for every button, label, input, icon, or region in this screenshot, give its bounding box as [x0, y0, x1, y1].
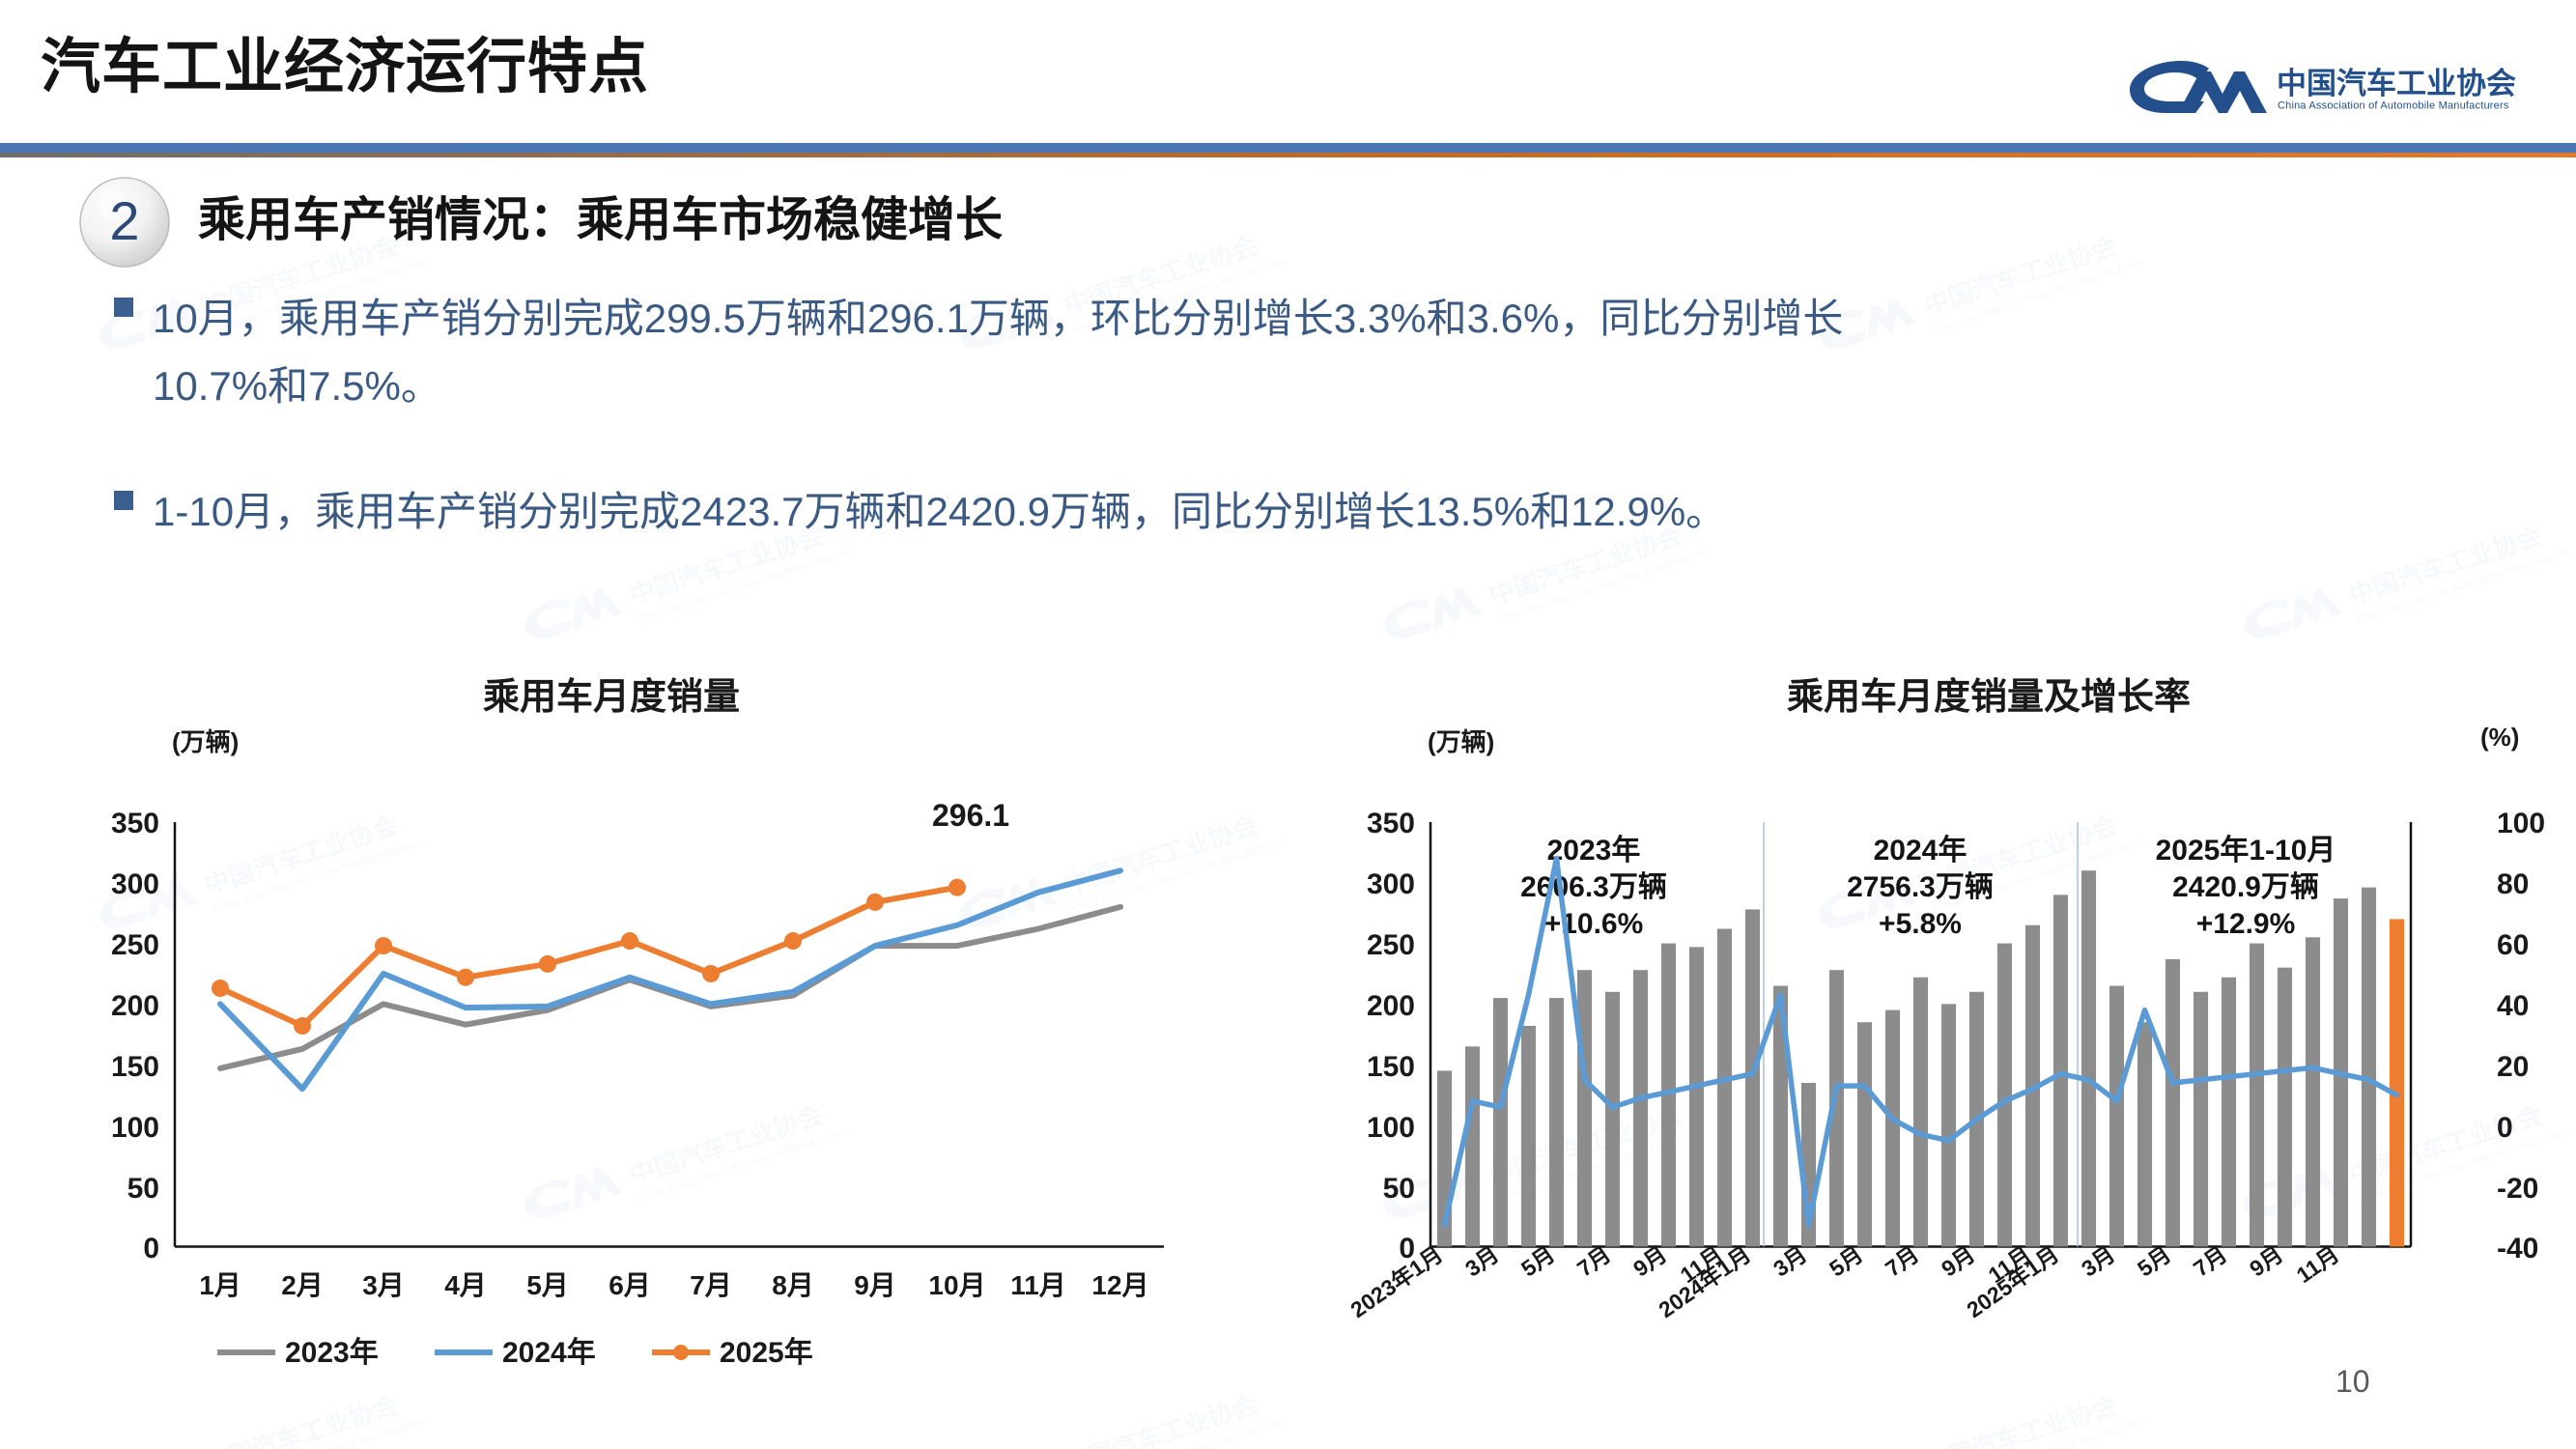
svg-text:40: 40 [2497, 990, 2529, 1022]
svg-text:250: 250 [1367, 929, 1415, 961]
svg-text:2023年: 2023年 [285, 1337, 379, 1369]
svg-text:2025年1-10月: 2025年1-10月 [2156, 835, 2336, 867]
svg-text:8月: 8月 [772, 1270, 814, 1300]
svg-text:+12.9%: +12.9% [2196, 908, 2296, 940]
svg-text:2606.3万辆: 2606.3万辆 [1520, 871, 1667, 903]
svg-text:11月: 11月 [2292, 1241, 2344, 1288]
svg-text:-20: -20 [2497, 1173, 2538, 1205]
svg-text:300: 300 [1367, 868, 1415, 900]
svg-text:中国汽车工业协会: 中国汽车工业协会 [2277, 67, 2516, 100]
svg-text:200: 200 [111, 990, 159, 1022]
svg-text:2023年1月: 2023年1月 [1345, 1241, 1447, 1322]
svg-text:150: 150 [1367, 1051, 1415, 1083]
svg-text:2024年: 2024年 [502, 1337, 596, 1369]
svg-text:2024年: 2024年 [1874, 835, 1967, 867]
svg-text:0: 0 [2497, 1112, 2513, 1144]
svg-text:350: 350 [1367, 808, 1415, 839]
svg-text:300: 300 [111, 868, 159, 900]
svg-text:3月: 3月 [362, 1270, 405, 1300]
svg-text:50: 50 [1383, 1173, 1415, 1205]
svg-text:+10.6%: +10.6% [1544, 908, 1644, 940]
svg-text:5月: 5月 [526, 1270, 569, 1300]
svg-text:2023年: 2023年 [1547, 835, 1641, 867]
svg-text:100: 100 [2497, 808, 2545, 839]
svg-text:7月: 7月 [690, 1270, 732, 1300]
svg-text:2756.3万辆: 2756.3万辆 [1847, 871, 1994, 903]
svg-text:200: 200 [1367, 990, 1415, 1022]
svg-text:20: 20 [2497, 1051, 2529, 1083]
svg-text:2: 2 [109, 190, 139, 251]
svg-text:4月: 4月 [444, 1270, 487, 1300]
svg-text:100: 100 [1367, 1112, 1415, 1144]
svg-text:350: 350 [111, 808, 159, 839]
svg-text:11月: 11月 [1010, 1270, 1066, 1300]
svg-text:80: 80 [2497, 868, 2529, 900]
svg-text:50: 50 [127, 1173, 159, 1205]
svg-text:10月: 10月 [928, 1270, 985, 1300]
svg-text:2月: 2月 [281, 1270, 324, 1300]
svg-text:150: 150 [111, 1051, 159, 1083]
svg-text:60: 60 [2497, 929, 2529, 961]
svg-text:296.1: 296.1 [932, 798, 1009, 833]
svg-text:100: 100 [111, 1112, 159, 1144]
svg-text:-40: -40 [2497, 1233, 2538, 1264]
svg-text:9月: 9月 [854, 1270, 896, 1300]
svg-text:250: 250 [111, 929, 159, 961]
svg-text:12月: 12月 [1091, 1270, 1148, 1300]
svg-text:China Association of Automobil: China Association of Automobile Manufact… [2278, 100, 2509, 112]
svg-text:2420.9万辆: 2420.9万辆 [2172, 871, 2319, 903]
svg-text:2025年: 2025年 [720, 1337, 813, 1369]
svg-text:0: 0 [143, 1233, 159, 1264]
svg-text:6月: 6月 [609, 1270, 651, 1300]
svg-text:+5.8%: +5.8% [1879, 908, 1962, 940]
svg-text:1月: 1月 [199, 1270, 241, 1300]
